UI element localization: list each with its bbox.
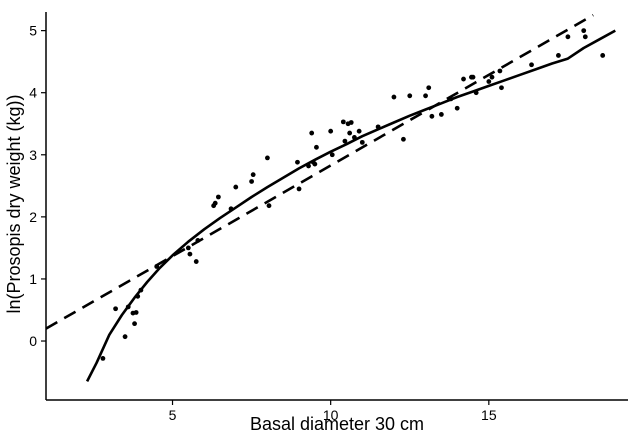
y-tick-label: 3 (29, 147, 37, 163)
data-point (185, 245, 191, 251)
axes (45, 12, 628, 401)
data-point (265, 155, 270, 161)
data-point (309, 130, 315, 136)
data-point (193, 259, 199, 264)
data-point (133, 310, 139, 315)
data-point (401, 136, 406, 142)
data-point (407, 93, 413, 99)
data-point (113, 306, 118, 312)
data-point (426, 85, 432, 91)
solid-fit-curve (85, 29, 616, 382)
scatter-points (100, 28, 606, 361)
data-point (470, 74, 476, 80)
data-point (249, 179, 254, 184)
data-point (340, 119, 346, 125)
data-point (429, 113, 435, 119)
data-point (438, 112, 444, 117)
data-point (328, 128, 334, 134)
data-point (497, 68, 503, 74)
x-tick-label: 5 (169, 407, 177, 423)
data-point (600, 53, 606, 58)
data-point (556, 53, 561, 58)
y-tick-label: 5 (29, 23, 37, 39)
data-point (356, 128, 362, 134)
x-tick-label: 15 (481, 407, 497, 423)
x-axis-title: Basal diameter 30 cm (250, 414, 424, 434)
data-point (582, 34, 588, 40)
data-point (250, 172, 256, 178)
y-axis-title: ln(Prosopis dry weight (kg)) (4, 94, 24, 313)
data-point (486, 79, 492, 84)
data-point (212, 200, 218, 206)
data-point (461, 76, 466, 82)
y-tick-label: 1 (29, 271, 37, 287)
data-point (233, 184, 239, 190)
data-point (391, 94, 397, 100)
data-point (454, 105, 460, 111)
data-point (100, 356, 106, 361)
data-point (132, 321, 137, 327)
data-point (529, 62, 534, 68)
y-axis-ticks: 0 1 2 3 4 5 (29, 23, 46, 349)
data-point (215, 194, 221, 200)
data-point (348, 120, 354, 125)
data-point (581, 28, 587, 34)
data-point (565, 34, 571, 40)
data-point (312, 161, 318, 167)
data-point (266, 203, 272, 209)
dashed-fit-line (45, 13, 594, 330)
y-tick-label: 0 (29, 333, 37, 349)
data-point (122, 334, 128, 340)
data-point (347, 130, 353, 136)
data-point (489, 74, 495, 80)
data-point (342, 138, 348, 144)
x-tick-label: 10 (323, 407, 339, 423)
fit-lines (45, 13, 616, 382)
data-point (359, 139, 365, 145)
data-point (295, 159, 300, 165)
data-point (329, 152, 335, 158)
data-point (314, 144, 319, 150)
y-tick-label: 4 (29, 85, 37, 101)
data-point (187, 251, 193, 257)
data-point (296, 186, 302, 192)
x-axis-ticks: 5 10 15 (169, 400, 497, 423)
data-point (423, 93, 428, 99)
data-point (499, 85, 504, 91)
y-tick-label: 2 (29, 209, 37, 225)
